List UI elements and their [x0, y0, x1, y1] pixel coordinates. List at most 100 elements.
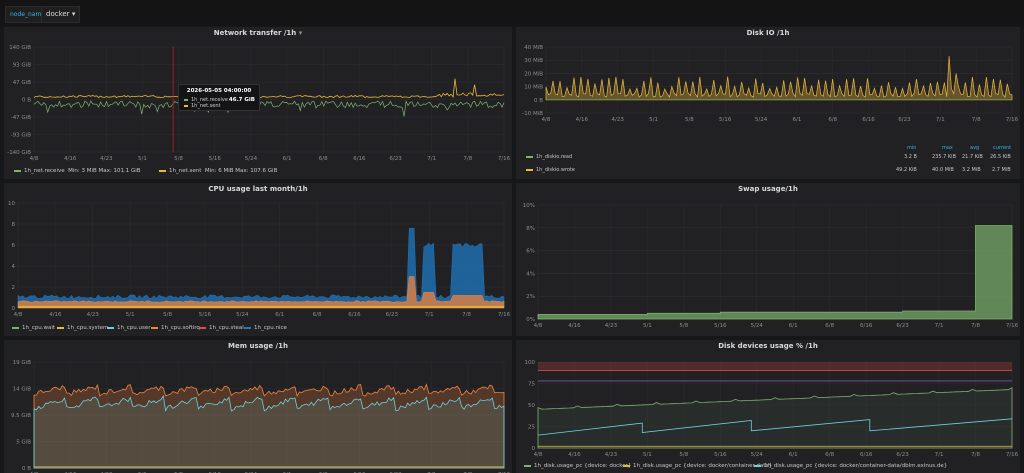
tooltip-row: 1h_net.sent — [184, 103, 220, 109]
x-tick-label: 5/16 — [714, 323, 727, 329]
panel-title[interactable]: Network transfer /1h ▾ — [213, 29, 303, 37]
x-tick-label: 4/8 — [14, 312, 23, 318]
x-tick-label: 5/8 — [679, 452, 688, 458]
x-tick-label: 5/1 — [138, 156, 147, 162]
network-chart[interactable]: 140 GiB 93 GiB 47 GiB 0 B -47 GiB -93 GiB -140… — [4, 27, 512, 179]
y-tick-label: 6 — [12, 243, 16, 249]
x-tick-label: 4/23 — [605, 452, 618, 458]
x-tick-label: 5/8 — [174, 156, 183, 162]
legend-item[interactable]: 1h_disk.usage_pc {device: docker} — [524, 463, 631, 469]
x-tick-label: 4/16 — [568, 323, 581, 329]
y-tick-label: -47 GiB — [11, 115, 32, 121]
table-header[interactable]: min — [907, 145, 917, 151]
x-tick-label: 5/16 — [719, 117, 732, 123]
tooltip-value: 46.7 GiB — [228, 97, 255, 103]
series-line-net-receive — [33, 99, 505, 117]
variable-select[interactable]: docker ▾ — [41, 6, 81, 23]
x-tick-label: 5/8 — [685, 117, 694, 123]
panel-title[interactable]: CPU usage last month/1h — [208, 185, 308, 193]
table-cell: 21.7 KiB — [962, 154, 983, 160]
network-transfer-panel[interactable]: Network transfer /1h ▾ 140 GiB 93 GiB 47 G… — [4, 27, 512, 179]
series-area-mem-used — [33, 383, 505, 469]
y-tick-label: 0 B — [534, 98, 543, 104]
legend-item[interactable]: 1h_diskio.wrote — [526, 167, 575, 173]
x-tick-label: 7/1 — [936, 117, 945, 123]
x-tick-label: 4/8 — [30, 156, 39, 162]
x-tick-label: 4/8 — [542, 117, 551, 123]
legend-item[interactable]: 1h_cpu.system — [57, 325, 108, 331]
panel-title[interactable]: Swap usage/1h — [738, 185, 798, 193]
disk-io-panel[interactable]: Disk IO /1h 40 MiB 30 MiB 20 MiB 10 MiB 0 B -… — [516, 27, 1020, 179]
y-tick-label: 0 — [12, 306, 16, 312]
swap-chart[interactable]: 10% 8% 6% 4% 2% 0%4/8 4/16 4/23 5/1 5/8 5/16 5/24 6/… — [516, 183, 1020, 336]
x-tick-label: 5/24 — [751, 323, 764, 329]
table-cell: 40.0 MiB — [932, 167, 954, 173]
table-cell: 2.7 MiB — [992, 167, 1011, 173]
series-line-dblm — [537, 418, 1013, 436]
x-tick-label: 6/8 — [825, 323, 834, 329]
disk-devices-chart[interactable]: 100 75 50 25 04/8 4/16 4/23 5/1 5/8 5/16 5/24 6/1 6/… — [516, 340, 1020, 473]
table-cell: 3.2 B — [904, 154, 917, 160]
legend-item[interactable]: 1h_cpu.steal — [199, 325, 244, 331]
legend-item[interactable]: 1h_diskio.read — [526, 154, 572, 160]
x-tick-label: 6/1 — [789, 452, 798, 458]
x-tick-label: 7/1 — [425, 312, 434, 318]
table-header[interactable]: max — [942, 145, 953, 151]
x-tick-label: 7/8 — [463, 156, 472, 162]
x-tick-label: 6/8 — [825, 452, 834, 458]
x-tick-label: 4/16 — [64, 156, 77, 162]
cpu-usage-panel[interactable]: CPU usage last month/1h 10 8 6 4 2 0 4/8 4/16 4/… — [4, 183, 512, 336]
x-tick-label: 5/8 — [679, 323, 688, 329]
y-tick-label: 2 — [12, 285, 16, 291]
y-tick-label: 0 B — [22, 98, 31, 104]
table-cell: 3.2 MiB — [962, 167, 981, 173]
y-tick-label: 5 GiB — [16, 440, 31, 446]
legend-item[interactable]: 1h_net.receive Min: 3 MiB Max: 101.1 GiB — [14, 168, 141, 174]
panel-title[interactable]: Disk devices usage % /1h — [718, 342, 818, 350]
series-area-diskio-wrote — [545, 56, 1013, 101]
y-tick-label: 19 GiB — [13, 360, 32, 366]
x-tick-label: 6/23 — [898, 117, 911, 123]
legend-item[interactable]: 1h_cpu.softirq — [151, 325, 200, 331]
mem-usage-panel[interactable]: Mem usage /1h 19 GiB 14 GiB 9.5 GiB 5 GiB 0 … — [4, 340, 512, 473]
legend-item[interactable]: 1h_cpu.wait — [12, 325, 55, 331]
x-tick-label: 7/1 — [427, 156, 436, 162]
legend-item[interactable]: 1h_cpu.nice — [244, 325, 287, 331]
table-cell: 235.7 KiB — [932, 154, 957, 160]
y-tick-label: 0 B — [22, 466, 31, 472]
legend-item[interactable]: 1h_cpu.user — [107, 325, 150, 331]
legend-item[interactable]: 1h_net.sent Min: 6 MiB Max: 107.6 GiB — [159, 168, 277, 174]
table-cell: 26.5 KiB — [990, 154, 1011, 160]
legend-item[interactable]: 1h_disk.usage_pc {device: docker/contain… — [623, 463, 772, 469]
swap-usage-panel[interactable]: Swap usage/1h 10% 8% 6% 4% 2% 0% 4/8 4/16 4/23 5/… — [516, 183, 1020, 336]
panel-title[interactable]: Mem usage /1h — [228, 342, 288, 350]
table-header[interactable]: current — [993, 145, 1012, 151]
x-tick-label: 4/23 — [612, 117, 625, 123]
tooltip-time: 2026-05-05 04:00:00 — [186, 88, 252, 94]
table-header[interactable]: avg — [970, 145, 980, 151]
x-tick-label: 4/16 — [49, 312, 62, 318]
y-tick-label: 10 MiB — [524, 85, 543, 91]
legend-item[interactable]: 1h_disk.usage_pc {device: docker/contain… — [754, 463, 947, 469]
x-tick-label: 6/16 — [348, 312, 361, 318]
x-tick-label: 5/1 — [643, 323, 652, 329]
series-area-cpu-system — [18, 305, 504, 308]
x-tick-label: 6/1 — [283, 156, 292, 162]
cpu-chart[interactable]: 10 8 6 4 2 04/8 4/16 4/23 5/1 5/8 5/16 5/24 6/1 6/8 6/… — [4, 183, 512, 336]
x-tick-label: 7/1 — [935, 452, 944, 458]
panel-title[interactable]: Disk IO /1h — [746, 29, 790, 37]
x-tick-label: 7/8 — [971, 323, 980, 329]
x-tick-label: 4/8 — [534, 323, 543, 329]
y-tick-label: 20 MiB — [524, 71, 543, 77]
x-tick-label: 7/16 — [1006, 117, 1019, 123]
tooltip-row: 1h_net.receive — [184, 97, 228, 103]
y-tick-label: -93 GiB — [11, 133, 32, 139]
disk-devices-panel[interactable]: Disk devices usage % /1h 100 75 50 25 0 4/8 4/… — [516, 340, 1020, 473]
variable-value: docker — [46, 10, 70, 18]
x-tick-label: 4/16 — [576, 117, 589, 123]
y-tick-label: 4 — [12, 264, 16, 270]
y-tick-label: 14 GiB — [13, 387, 32, 393]
x-tick-label: 7/1 — [935, 323, 944, 329]
